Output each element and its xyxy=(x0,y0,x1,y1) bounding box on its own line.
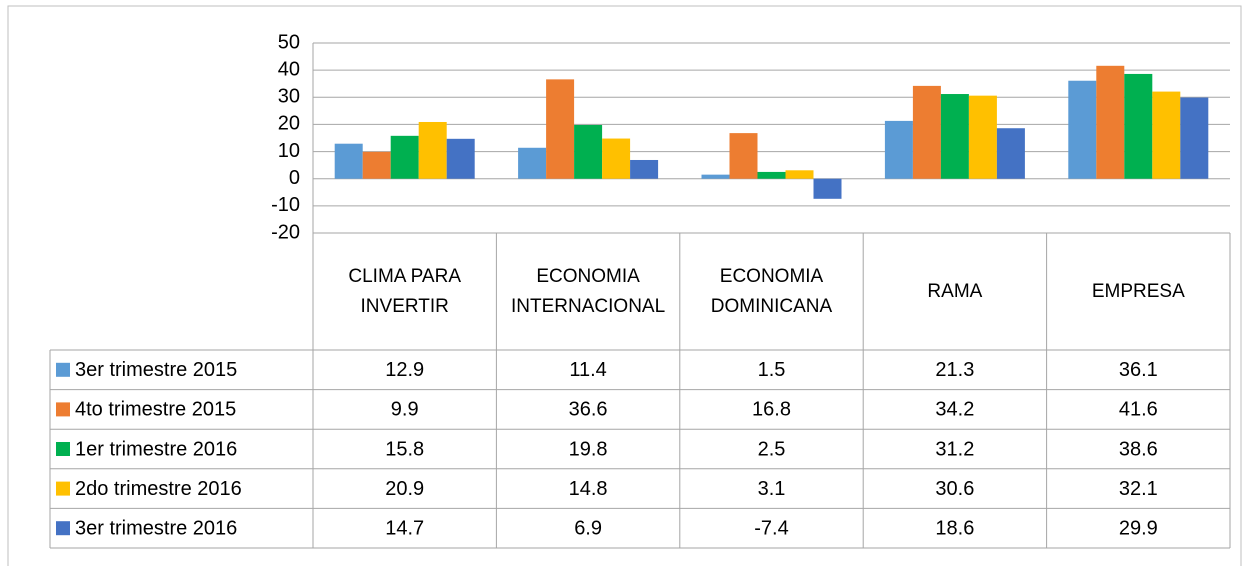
category-label: ECONOMIA DOMINICANA xyxy=(710,265,833,317)
table-value: 18.6 xyxy=(935,517,974,539)
table-value: 1.5 xyxy=(758,359,786,381)
legend-label: 3er trimestre 2016 xyxy=(75,517,237,539)
bar xyxy=(701,174,730,179)
table-value: 34.2 xyxy=(935,399,974,421)
category-label: EMPRESA xyxy=(1091,280,1185,302)
y-tick-label: 0 xyxy=(289,167,300,189)
bar xyxy=(1152,91,1181,179)
legend-swatch xyxy=(56,521,70,536)
bar xyxy=(813,178,842,199)
bar xyxy=(1068,80,1097,179)
table-value: 14.7 xyxy=(385,517,424,539)
table-value: 29.9 xyxy=(1119,517,1158,539)
table-value: 14.8 xyxy=(569,478,608,500)
legend-swatch xyxy=(56,442,70,456)
bar xyxy=(729,133,758,179)
table-value: 3.1 xyxy=(758,478,786,500)
bar xyxy=(1096,65,1125,179)
chart-border xyxy=(7,5,1242,566)
bar xyxy=(884,120,913,179)
bar xyxy=(996,128,1025,179)
table-value: 30.6 xyxy=(935,478,974,500)
bar xyxy=(602,138,631,179)
y-tick-label: 40 xyxy=(278,58,300,80)
bar xyxy=(390,135,419,179)
bar xyxy=(630,159,659,179)
bar xyxy=(362,151,391,179)
table-value: 20.9 xyxy=(385,478,424,500)
bar xyxy=(940,94,969,179)
bar xyxy=(968,95,997,179)
y-tick-label: -20 xyxy=(271,221,300,243)
y-tick-label: 30 xyxy=(278,86,300,108)
table-value: 32.1 xyxy=(1119,478,1158,500)
table-value: 16.8 xyxy=(752,399,791,421)
table-value: 19.8 xyxy=(569,438,608,460)
table-value: 2.5 xyxy=(758,438,786,460)
legend-label: 2do trimestre 2016 xyxy=(75,478,242,500)
table-value: 21.3 xyxy=(935,359,974,381)
category-label: RAMA xyxy=(927,280,983,302)
bar xyxy=(446,138,475,179)
legend-label: 3er trimestre 2015 xyxy=(75,359,237,381)
category-label: ECONOMIA INTERNACIONAL xyxy=(511,265,666,317)
table-value: -7.4 xyxy=(754,517,788,539)
legend-swatch xyxy=(56,402,70,417)
legend-label: 4to trimestre 2015 xyxy=(75,399,236,421)
bar xyxy=(546,79,575,179)
bar xyxy=(334,143,363,179)
bar xyxy=(1180,97,1209,179)
table-value: 36.6 xyxy=(569,399,608,421)
bar xyxy=(757,171,786,179)
table-value: 31.2 xyxy=(935,438,974,460)
table-value: 41.6 xyxy=(1119,399,1158,421)
legend-swatch xyxy=(56,481,70,496)
category-label: CLIMA PARA INVERTIR xyxy=(348,265,462,317)
bar xyxy=(912,85,941,179)
y-tick-label: 10 xyxy=(278,140,300,162)
table-value: 9.9 xyxy=(391,399,419,421)
y-tick-label: 50 xyxy=(278,31,300,53)
table-value: 38.6 xyxy=(1119,438,1158,460)
table-value: 6.9 xyxy=(574,517,602,539)
table-value: 12.9 xyxy=(385,359,424,381)
bar xyxy=(418,121,447,179)
legend-swatch xyxy=(56,362,70,377)
table-value: 15.8 xyxy=(385,438,424,460)
y-tick-label: 20 xyxy=(278,113,300,135)
y-tick-label: -10 xyxy=(271,194,300,216)
legend-label: 1er trimestre 2016 xyxy=(75,438,237,460)
bar xyxy=(518,147,547,179)
bar xyxy=(574,124,603,179)
table-value: 11.4 xyxy=(569,359,606,381)
bar xyxy=(1124,73,1153,179)
table-value: 36.1 xyxy=(1119,359,1158,381)
bar xyxy=(785,170,814,179)
